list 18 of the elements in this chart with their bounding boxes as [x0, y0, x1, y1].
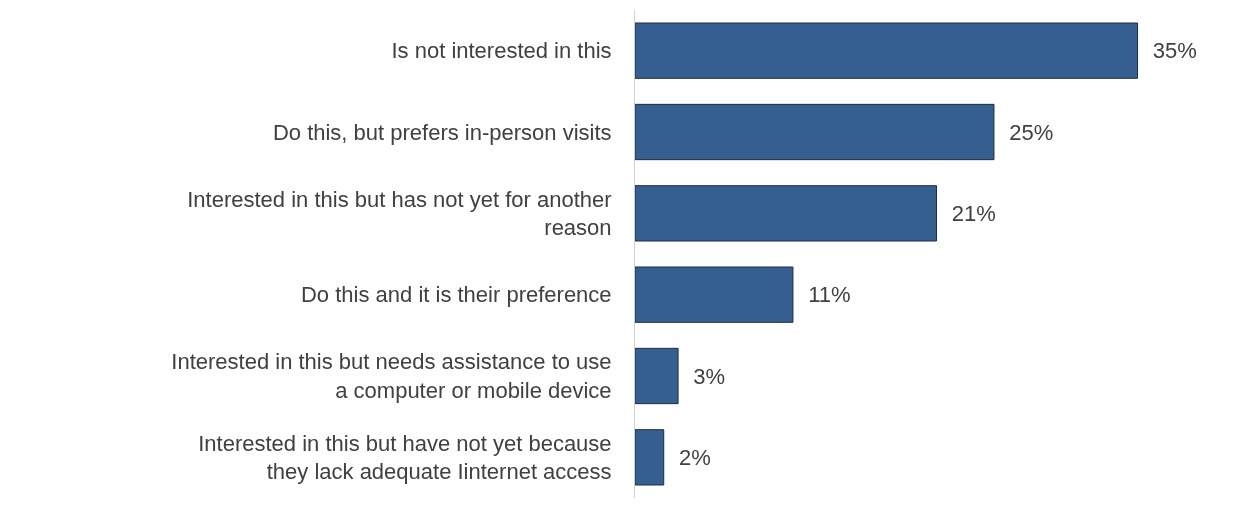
data-label: 11%: [795, 282, 851, 308]
bar: [635, 347, 679, 405]
y-tick-label: Interested in this but needs assistance to use a computer or mobile device: [171, 349, 612, 403]
data-label: 21%: [939, 200, 996, 226]
data-label: 25%: [996, 119, 1054, 145]
data-label: 35%: [1140, 38, 1197, 64]
y-tick-label: Interested in this but have not yet because they lack adequate Iinternet access: [198, 430, 612, 485]
bar: [635, 266, 794, 323]
bar: [635, 185, 938, 242]
y-tick-label: Is not interested in this: [391, 38, 612, 64]
y-tick-label: Do this, but prefers in-person visits: [272, 119, 612, 145]
data-label: 3%: [681, 363, 726, 389]
bar: [635, 429, 665, 486]
y-tick-label: Interested in this but has not yet for another reason: [187, 186, 612, 241]
y-tick-label: Do this and it is their preference: [300, 282, 612, 308]
bar: [635, 22, 1139, 79]
data-label: 2%: [666, 444, 711, 470]
bar: [635, 103, 995, 161]
